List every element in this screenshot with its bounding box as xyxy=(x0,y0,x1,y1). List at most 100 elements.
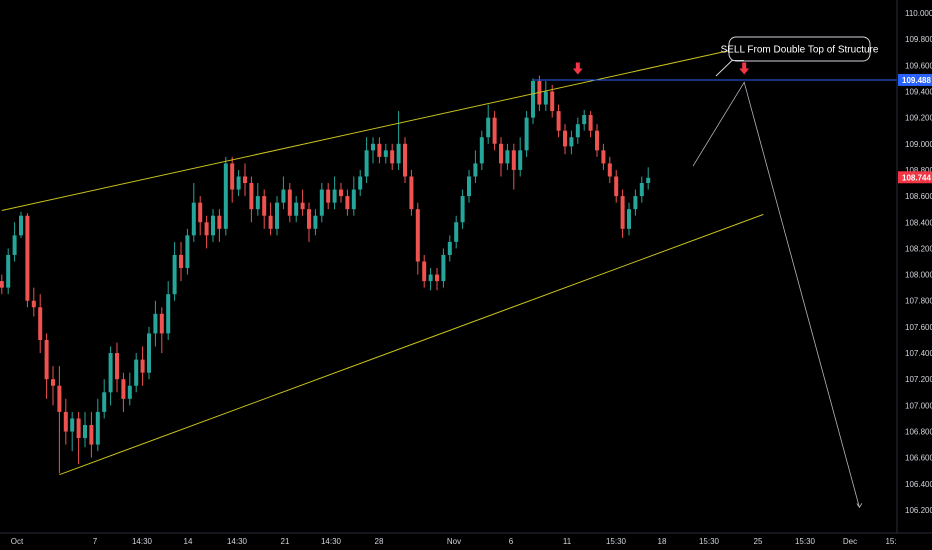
time-tick-label: 7 xyxy=(93,537,98,546)
candle-body xyxy=(63,411,68,432)
time-tick-label: Oct xyxy=(11,537,24,546)
candle-body xyxy=(262,196,267,216)
candle-body xyxy=(620,196,625,229)
candle xyxy=(499,137,503,177)
candle xyxy=(441,248,446,288)
candlestick-series xyxy=(0,75,651,474)
price-axis[interactable]: 110.000 109.800 109.600 109.400 109.200 109.0… xyxy=(896,0,932,533)
candle-body xyxy=(217,215,222,229)
candle-body xyxy=(511,150,516,170)
price-tick-label: 108.400 xyxy=(905,218,932,227)
candle-body xyxy=(633,196,638,210)
candle-body xyxy=(499,143,503,164)
candle xyxy=(620,189,625,238)
candle xyxy=(345,189,350,216)
candle-body xyxy=(243,176,247,184)
candle-body xyxy=(582,115,587,125)
candle-body xyxy=(159,313,164,334)
time-tick-label: 14:30 xyxy=(132,537,153,546)
candle-body xyxy=(95,411,100,445)
candle-body xyxy=(249,183,254,210)
candle xyxy=(639,176,644,203)
candle-body xyxy=(179,254,183,269)
candle-body xyxy=(255,196,260,210)
candle-body xyxy=(377,143,382,157)
candle-body xyxy=(300,202,305,210)
candle-body xyxy=(351,189,356,210)
candle-body xyxy=(627,209,631,229)
down-arrow-icon xyxy=(739,62,750,75)
candle-body xyxy=(108,353,113,393)
time-tick-label: 11 xyxy=(563,537,572,546)
candle-body xyxy=(428,274,433,282)
candle xyxy=(12,222,17,262)
candle xyxy=(415,202,420,275)
candle-body xyxy=(371,143,375,151)
candle xyxy=(95,398,100,452)
candle-body xyxy=(518,150,523,170)
candle xyxy=(255,183,260,216)
candle xyxy=(543,81,548,112)
candle xyxy=(377,137,382,164)
candle xyxy=(364,137,369,184)
time-tick-label: 6 xyxy=(509,537,514,546)
candle xyxy=(243,163,247,197)
candle-body xyxy=(57,385,62,412)
candle xyxy=(262,189,267,229)
time-tick-label: 14:30 xyxy=(227,537,248,546)
candle-body xyxy=(447,241,452,255)
candle-body xyxy=(115,353,119,380)
candle-body xyxy=(307,209,311,229)
time-tick-label: 14:30 xyxy=(321,537,342,546)
candle-body xyxy=(89,424,94,445)
candle xyxy=(38,294,43,354)
candle-body xyxy=(275,202,279,229)
candle xyxy=(435,268,439,291)
time-tick-label: Nov xyxy=(447,537,461,546)
price-tick-label: 107.000 xyxy=(905,401,932,410)
candle xyxy=(511,143,516,190)
candle-body xyxy=(479,137,484,164)
candle xyxy=(185,228,190,275)
candle-body xyxy=(390,150,395,164)
projection-path xyxy=(692,81,860,508)
candle-body xyxy=(76,418,81,439)
candle-body xyxy=(415,209,420,262)
candle xyxy=(249,176,254,223)
candle-body xyxy=(639,183,644,197)
candle-body xyxy=(403,143,407,177)
price-tick-label: 106.800 xyxy=(905,428,932,437)
price-tick-label: 106.600 xyxy=(905,454,932,463)
candle xyxy=(236,169,241,197)
candle-body xyxy=(467,176,471,197)
time-axis[interactable]: Oct 7 14:30 14 14:30 21 14:30 28 Nov 6 11 15:30 18 15… xyxy=(0,532,932,546)
candle xyxy=(428,268,433,291)
candle xyxy=(0,274,4,295)
annotation-callout[interactable]: SELL From Double Top of Structure xyxy=(715,36,879,77)
price-tick-label: 108.200 xyxy=(905,244,932,253)
annotation-pointer xyxy=(715,60,744,77)
price-tick-label: 106.200 xyxy=(905,506,932,515)
candle-body xyxy=(102,392,107,412)
candle-body xyxy=(51,379,55,386)
candle xyxy=(479,130,484,170)
candle xyxy=(217,209,222,242)
price-tick-label: 107.200 xyxy=(905,375,932,384)
price-tick-label: 110.000 xyxy=(905,9,932,18)
price-badges: 109.488 108.744 xyxy=(898,73,932,184)
candle xyxy=(6,248,11,295)
candle-body xyxy=(31,300,36,308)
price-tick-label: 109.200 xyxy=(905,114,932,123)
price-badge-label: 109.488 xyxy=(902,76,931,85)
candle-body xyxy=(153,313,158,334)
candle xyxy=(633,189,638,216)
candle-body xyxy=(134,359,139,386)
candle-body xyxy=(486,117,491,138)
candle xyxy=(211,209,215,242)
candle-body xyxy=(326,189,331,203)
time-tick-label: 15: xyxy=(885,537,896,546)
candle xyxy=(319,183,324,223)
candle xyxy=(63,398,68,445)
candle-body xyxy=(268,215,273,229)
